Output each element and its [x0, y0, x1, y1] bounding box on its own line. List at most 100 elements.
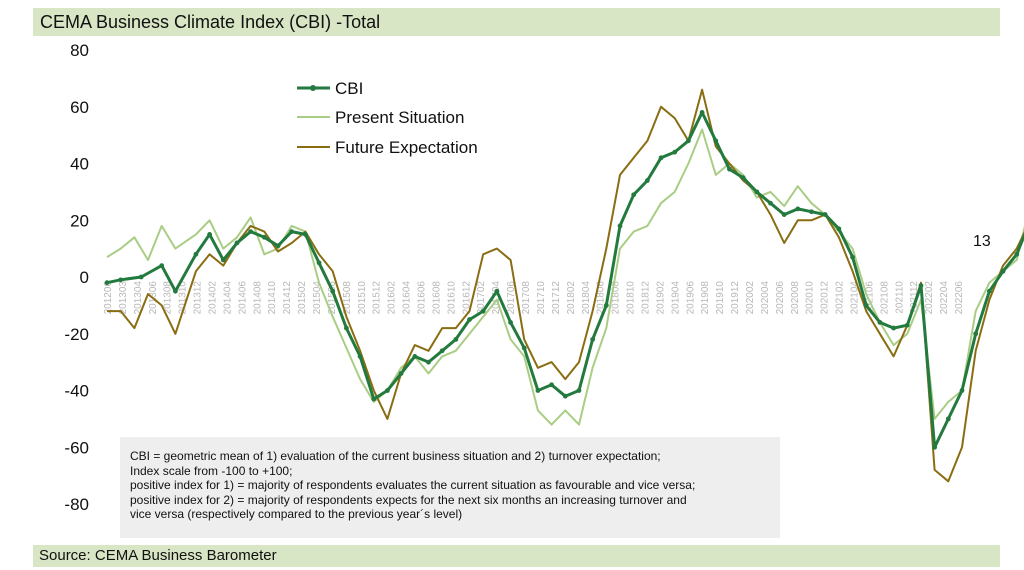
- x-tick-label: 201504: [312, 281, 323, 315]
- cbi-point: [104, 280, 110, 286]
- cbi-point: [508, 320, 513, 325]
- cbi-point: [658, 155, 664, 161]
- x-tick-label: 201410: [267, 281, 278, 315]
- y-tick-label: -60: [64, 438, 89, 457]
- cbi-point: [159, 263, 165, 269]
- x-tick-label: 201802: [566, 281, 577, 315]
- cbi-point: [686, 138, 691, 144]
- x-tick-label: 201712: [551, 281, 562, 315]
- cbi-point: [562, 393, 568, 399]
- y-tick-label: -40: [64, 382, 89, 401]
- cbi-point: [467, 317, 472, 322]
- x-tick-label: 201508: [342, 281, 353, 315]
- x-tick-label: 201512: [372, 281, 383, 315]
- cbi-point: [727, 166, 732, 172]
- x-tick-label: 201502: [297, 281, 308, 315]
- x-tick-label: 201812: [640, 281, 651, 315]
- x-tick-label: 202012: [820, 281, 831, 315]
- x-tick-label: 201303: [118, 281, 129, 315]
- cbi-point: [453, 337, 459, 342]
- x-tick-label: 202008: [790, 281, 801, 315]
- cbi-point: [234, 240, 240, 246]
- series-layer: [104, 88, 1024, 483]
- x-tick-label: 202110: [894, 281, 905, 314]
- cbi-point: [672, 149, 678, 155]
- x-tick-label: 202204: [939, 281, 950, 315]
- chart-title: CEMA Business Climate Index (CBI) -Total: [40, 12, 381, 32]
- x-tick-label: 201904: [670, 281, 681, 315]
- series-line-cbi: [106, 110, 1024, 449]
- x-tick-label: 201604: [402, 281, 413, 315]
- x-tick-label: 201910: [715, 281, 726, 315]
- cbi-point: [480, 308, 486, 314]
- x-tick-label: 202102: [835, 281, 846, 315]
- series-line-future-expectation: [107, 88, 1024, 483]
- cbi-point: [768, 200, 773, 206]
- x-tick-label: 202202: [924, 281, 935, 315]
- x-tick-label: 201810: [626, 281, 637, 315]
- series-line-present-situation: [106, 128, 1024, 426]
- cbi-point: [590, 337, 596, 342]
- x-tick-label: 201404: [222, 281, 233, 315]
- cbi-point: [302, 232, 308, 237]
- y-tick-label: -20: [64, 325, 89, 344]
- cbi-point: [836, 226, 842, 232]
- x-tick-label: 201702: [476, 281, 487, 315]
- legend-marker: [310, 85, 316, 91]
- cbi-point: [207, 232, 213, 237]
- cbi-point: [330, 288, 336, 294]
- legend-label: Present Situation: [335, 108, 464, 127]
- note-line: CBI = geometric mean of 1) evaluation of…: [130, 449, 661, 463]
- cbi-point: [740, 175, 746, 181]
- x-tick-label: 201902: [655, 281, 666, 315]
- cbi-point: [426, 359, 431, 365]
- cbi-point: [850, 254, 855, 260]
- cbi-point: [617, 223, 623, 229]
- cbi-point: [344, 325, 349, 331]
- x-tick-label: 201510: [357, 281, 368, 315]
- cbi-point: [289, 229, 295, 235]
- legend-label: CBI: [335, 79, 363, 98]
- cbi-point: [863, 302, 869, 308]
- cbi-point: [877, 320, 883, 325]
- cbi-point: [932, 444, 938, 450]
- source-label: Source: CEMA Business Barometer: [39, 547, 277, 564]
- note-line: Index scale from -100 to +100;: [130, 463, 293, 478]
- cbi-point: [371, 396, 377, 402]
- cbi-point: [173, 288, 178, 294]
- cbi-point: [385, 388, 390, 393]
- cbi-point: [959, 388, 965, 393]
- cbi-point: [754, 189, 760, 195]
- x-tick-label: 201406: [237, 281, 248, 315]
- x-tick-label: 201506: [327, 281, 338, 315]
- cbi-point: [1014, 251, 1020, 257]
- x-axis: 201206 201303 201304 201306 201308 201310 2013…: [103, 281, 965, 315]
- x-tick-label: 202112: [909, 281, 920, 314]
- chart-title-bar: CEMA Business Climate Index (CBI) -Total: [33, 8, 1000, 36]
- end-value-label: 13: [973, 233, 991, 250]
- note-line: vice versa (respectively compared to the…: [130, 507, 463, 522]
- x-tick-label: 201310: [178, 281, 189, 315]
- x-tick-label: 202108: [879, 281, 890, 315]
- x-tick-label: 201708: [521, 281, 532, 315]
- cbi-point: [261, 234, 267, 240]
- x-tick-label: 201608: [431, 281, 442, 315]
- note-line: positive index for 1) = majority of resp…: [130, 478, 696, 493]
- x-tick-label: 201308: [163, 281, 174, 315]
- cbi-point: [904, 322, 910, 328]
- cbi-point: [713, 138, 719, 144]
- x-tick-label: 202006: [775, 281, 786, 315]
- cbi-point: [986, 288, 992, 294]
- cbi-point: [918, 283, 924, 288]
- x-tick-label: 201806: [596, 281, 607, 315]
- methodology-note: CBI = geometric mean of 1) evaluation of…: [120, 437, 780, 538]
- note-line: positive index for 2) = majority of resp…: [130, 492, 687, 507]
- x-tick-label: 202106: [864, 281, 875, 315]
- x-tick-label: 202002: [745, 281, 756, 315]
- x-tick-label: 201804: [581, 281, 592, 315]
- x-tick-label: 201908: [700, 281, 711, 315]
- cbi-point: [644, 178, 650, 183]
- x-tick-label: 201312: [193, 281, 204, 315]
- x-tick-label: 201808: [611, 281, 622, 315]
- legend-label: Future Expectation: [335, 138, 478, 157]
